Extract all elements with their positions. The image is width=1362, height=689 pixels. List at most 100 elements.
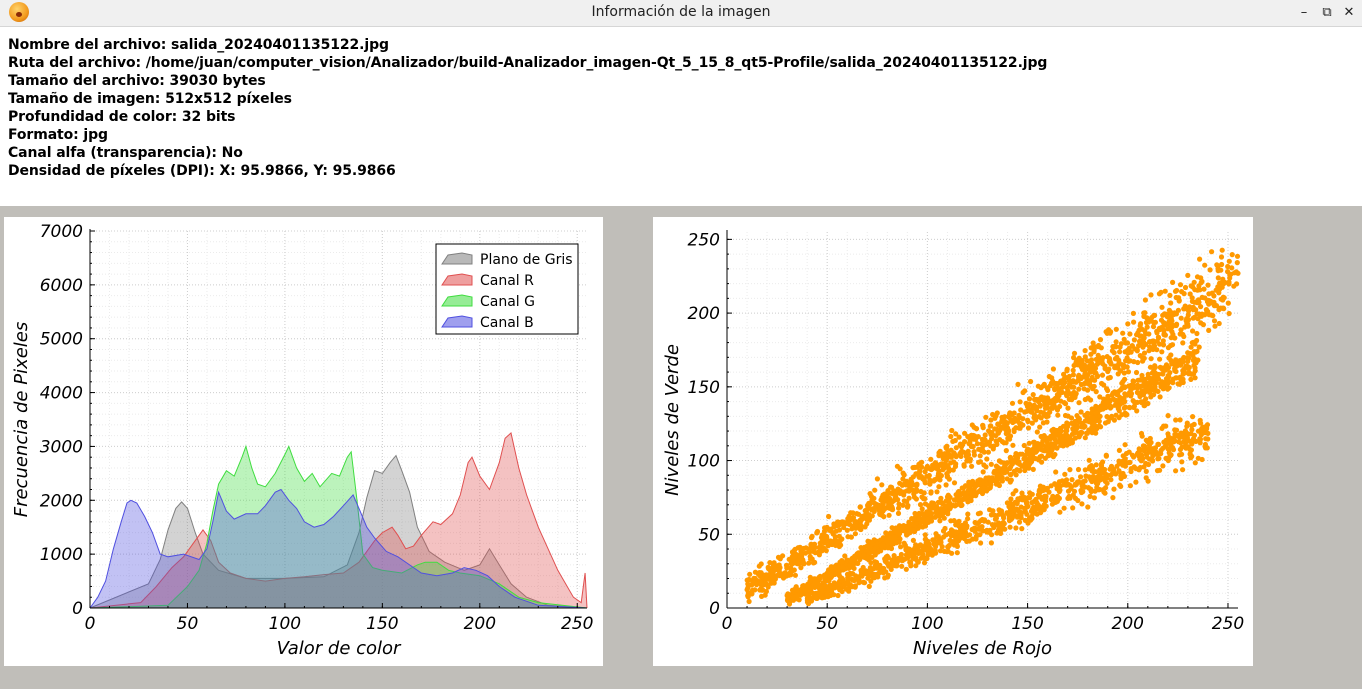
- scatter-point: [998, 508, 1005, 514]
- scatter-point: [920, 515, 927, 521]
- scatter-point: [1078, 381, 1084, 388]
- scatter-point: [1123, 410, 1129, 417]
- scatter-point: [877, 511, 883, 517]
- x-tick-label: 0: [722, 614, 733, 634]
- scatter-point: [896, 505, 902, 511]
- scatter-point: [1219, 247, 1225, 253]
- series-area-2: [90, 446, 587, 608]
- scatter-point: [886, 512, 892, 518]
- scatter-point: [1089, 414, 1095, 420]
- scatter-point: [1137, 377, 1143, 383]
- scatter-point: [1103, 485, 1109, 491]
- scatter-point: [1152, 370, 1158, 376]
- scatter-point: [1167, 292, 1173, 298]
- scatter-point: [982, 432, 988, 438]
- scatter-point: [1089, 410, 1095, 416]
- scatter-point: [1211, 318, 1218, 324]
- scatter-point: [765, 584, 771, 590]
- scatter-point: [845, 577, 851, 583]
- scatter-points: [744, 247, 1241, 607]
- scatter-point: [1080, 480, 1086, 486]
- scatter-point: [1152, 445, 1159, 451]
- scatter-point: [811, 576, 817, 582]
- scatter-point: [839, 558, 845, 564]
- scatter-point: [1008, 464, 1014, 470]
- scatter-point: [835, 592, 841, 599]
- scatter-point: [1071, 384, 1077, 390]
- scatter-point: [983, 414, 989, 420]
- scatter-point: [1018, 407, 1024, 413]
- scatter-point: [1078, 409, 1084, 415]
- close-button[interactable]: ✕: [1343, 5, 1355, 20]
- scatter-point: [846, 513, 852, 519]
- scatter-point: [812, 559, 818, 565]
- scatter-point: [987, 527, 993, 533]
- scatter-point: [1116, 468, 1122, 474]
- scatter-point: [822, 575, 828, 581]
- scatter-point: [1007, 454, 1013, 460]
- scatter-point: [840, 577, 846, 583]
- scatter-point: [917, 550, 923, 556]
- scatter-point: [1089, 465, 1095, 471]
- scatter-point: [1234, 260, 1240, 266]
- scatter-point: [1042, 498, 1049, 504]
- scatter-point: [971, 449, 977, 455]
- scatter-point: [893, 525, 899, 531]
- scatter-point: [1180, 376, 1186, 382]
- scatter-point: [1023, 400, 1029, 406]
- y-tick-label: 0: [72, 599, 83, 619]
- scatter-point: [898, 551, 904, 558]
- scatter-point: [1061, 371, 1067, 377]
- scatter-point: [871, 508, 877, 514]
- scatter-point: [865, 502, 871, 508]
- scatter-point: [1079, 488, 1085, 494]
- scatter-point: [1043, 404, 1049, 410]
- scatter-point: [1093, 389, 1099, 395]
- scatter-point: [1010, 504, 1016, 510]
- scatter-point: [1154, 330, 1160, 336]
- scatter-point: [1151, 392, 1157, 398]
- scatter-point: [872, 572, 879, 578]
- scatter-point: [1008, 477, 1014, 483]
- scatter-point: [858, 518, 864, 524]
- scatter-point: [877, 503, 883, 509]
- scatter-point: [971, 424, 977, 430]
- restore-button[interactable]: ⧉: [1322, 5, 1332, 20]
- scatter-point: [1058, 442, 1064, 448]
- scatter-point: [1204, 424, 1210, 431]
- scatter-point: [1086, 457, 1092, 463]
- scatter-point: [831, 524, 837, 530]
- scatter-point: [1107, 358, 1113, 364]
- scatter-point: [1225, 263, 1231, 270]
- scatter-point: [1141, 387, 1148, 393]
- scatter-point: [950, 438, 956, 444]
- scatter-point: [1017, 420, 1023, 426]
- scatter-point: [1218, 267, 1224, 273]
- scatter-point: [1160, 463, 1166, 469]
- info-image-size: Tamaño de imagen: 512x512 píxeles: [8, 91, 292, 107]
- scatter-point: [889, 525, 895, 531]
- scatter-point: [880, 570, 886, 576]
- scatter-point: [952, 503, 958, 509]
- scatter-point: [849, 526, 855, 532]
- y-tick-label: 100: [688, 452, 720, 472]
- scatter-point: [1122, 442, 1128, 448]
- scatter-point: [1076, 400, 1082, 406]
- scatter-point: [1162, 332, 1168, 338]
- scatter-point: [1088, 488, 1094, 495]
- minimize-button[interactable]: –: [1300, 5, 1308, 20]
- scatter-point: [1218, 254, 1225, 260]
- scatter-point: [974, 520, 980, 526]
- scatter-point: [995, 464, 1001, 470]
- scatter-point: [1078, 474, 1084, 480]
- scatter-point: [1114, 390, 1120, 396]
- scatter-point: [902, 542, 908, 548]
- scatter-point: [1012, 453, 1018, 459]
- scatter-point: [995, 430, 1001, 436]
- scatter-point: [776, 571, 782, 577]
- scatter-point: [1143, 468, 1149, 474]
- scatter-point: [1093, 480, 1099, 486]
- scatter-point: [1032, 498, 1038, 504]
- scatter-point: [948, 433, 954, 440]
- scatter-point: [930, 464, 936, 470]
